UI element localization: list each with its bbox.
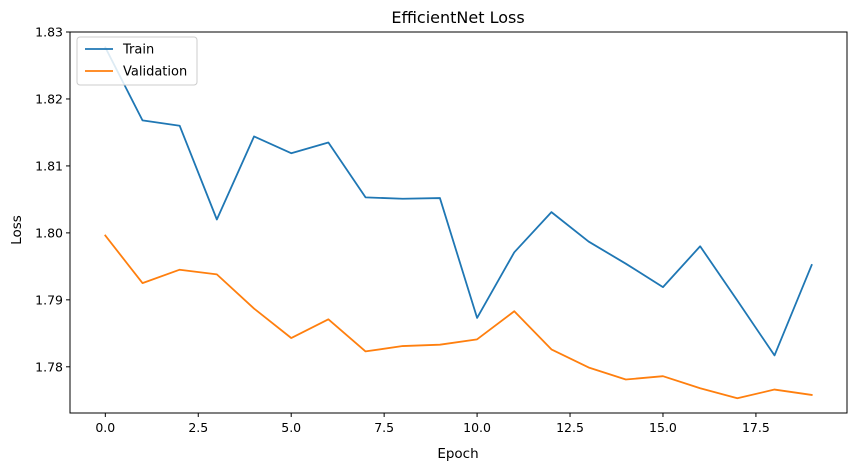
x-tick-label: 2.5 [188,420,208,435]
x-tick-label: 7.5 [374,420,394,435]
legend-label-train: Train [122,43,154,58]
y-tick-label: 1.80 [35,225,63,240]
x-tick-label: 17.5 [742,420,770,435]
y-axis-label: Loss [9,215,25,245]
x-tick-label: 15.0 [649,420,677,435]
x-tick-label: 5.0 [281,420,301,435]
y-tick-label: 1.78 [35,359,63,374]
legend-label-validation: Validation [123,65,187,80]
x-axis-label: Epoch [437,446,478,462]
series-line-train [104,46,813,357]
legend: Train Validation [76,36,198,86]
y-tick-label: 1.82 [35,91,63,106]
x-tick-label: 12.5 [556,420,584,435]
series-layer [104,46,813,400]
x-axis-ticks: 0.0 2.5 5.0 7.5 10.0 12.5 15.0 17.5 [95,413,770,435]
chart-title: EfficientNet Loss [391,8,524,27]
y-tick-label: 1.83 [35,25,63,40]
series-line-validation [104,234,813,400]
y-axis-ticks: 1.78 1.79 1.80 1.81 1.82 1.83 [35,25,70,374]
y-tick-label: 1.79 [35,292,63,307]
x-tick-label: 10.0 [463,420,491,435]
plot-area-frame [69,31,848,414]
y-tick-label: 1.81 [35,158,63,173]
x-tick-label: 0.0 [95,420,115,435]
